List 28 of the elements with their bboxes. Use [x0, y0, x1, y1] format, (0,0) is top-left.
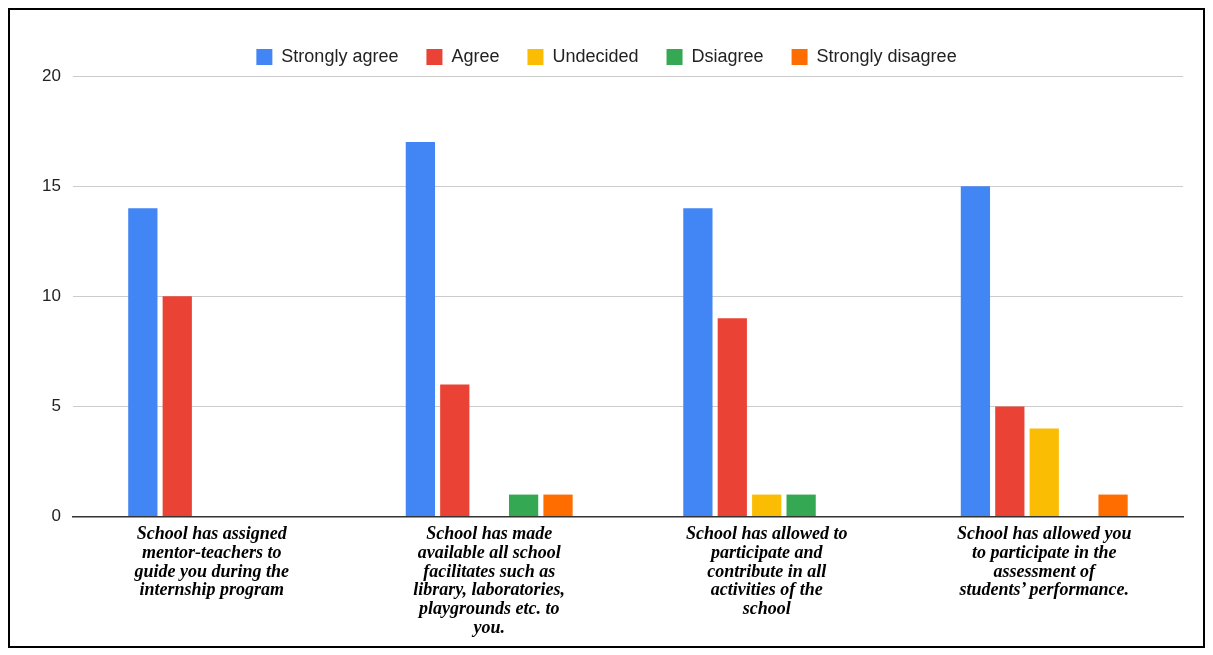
y-tick-label: 0	[51, 506, 61, 526]
y-tick-label: 10	[41, 285, 61, 305]
x-tick-label: School has assigned mentor-teachers to guide you during the internship program	[133, 522, 289, 600]
bar	[960, 186, 991, 517]
x-tick-label: School has allowed to participate and contribute in all activities of the school	[685, 522, 848, 619]
y-tick-label: 15	[41, 175, 61, 195]
bar	[1098, 494, 1128, 517]
bar	[162, 296, 192, 517]
bar	[405, 142, 435, 517]
legend-label: Undecided	[552, 45, 639, 66]
legend-label: Strongly disagree	[816, 45, 957, 66]
bar	[440, 384, 470, 517]
y-tick-label: 20	[41, 65, 61, 85]
legend-label: Strongly agree	[281, 45, 399, 66]
bar	[683, 208, 713, 517]
x-tick-label: School has made available all school facilitates such as library, laboratories, playgrounds etc. to you.	[413, 522, 566, 638]
bar	[786, 494, 816, 517]
legend-label: Agree	[451, 45, 500, 66]
legend-label: Dsiagree	[691, 45, 764, 66]
bar	[995, 406, 1025, 517]
bar	[717, 318, 747, 517]
y-tick-label: 5	[51, 396, 61, 416]
bar	[752, 494, 782, 517]
bar	[128, 208, 158, 517]
bar	[508, 494, 539, 517]
x-tick-label: School has allowed you to participate in the assessment of students’ performance.	[956, 522, 1132, 600]
bar	[543, 494, 573, 517]
bar	[1029, 428, 1059, 517]
